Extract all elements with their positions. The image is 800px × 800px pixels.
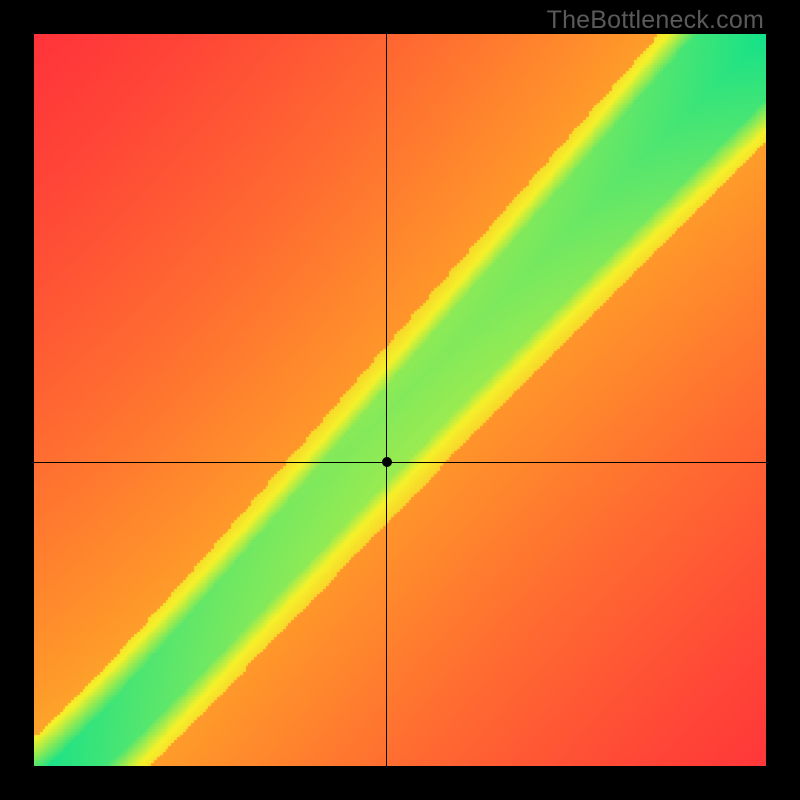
chart-container: TheBottleneck.com bbox=[0, 0, 800, 800]
crosshair-vertical bbox=[386, 34, 387, 766]
crosshair-horizontal bbox=[34, 462, 766, 463]
bottleneck-heatmap bbox=[34, 34, 766, 766]
watermark-text: TheBottleneck.com bbox=[547, 6, 764, 35]
crosshair-marker bbox=[382, 457, 392, 467]
